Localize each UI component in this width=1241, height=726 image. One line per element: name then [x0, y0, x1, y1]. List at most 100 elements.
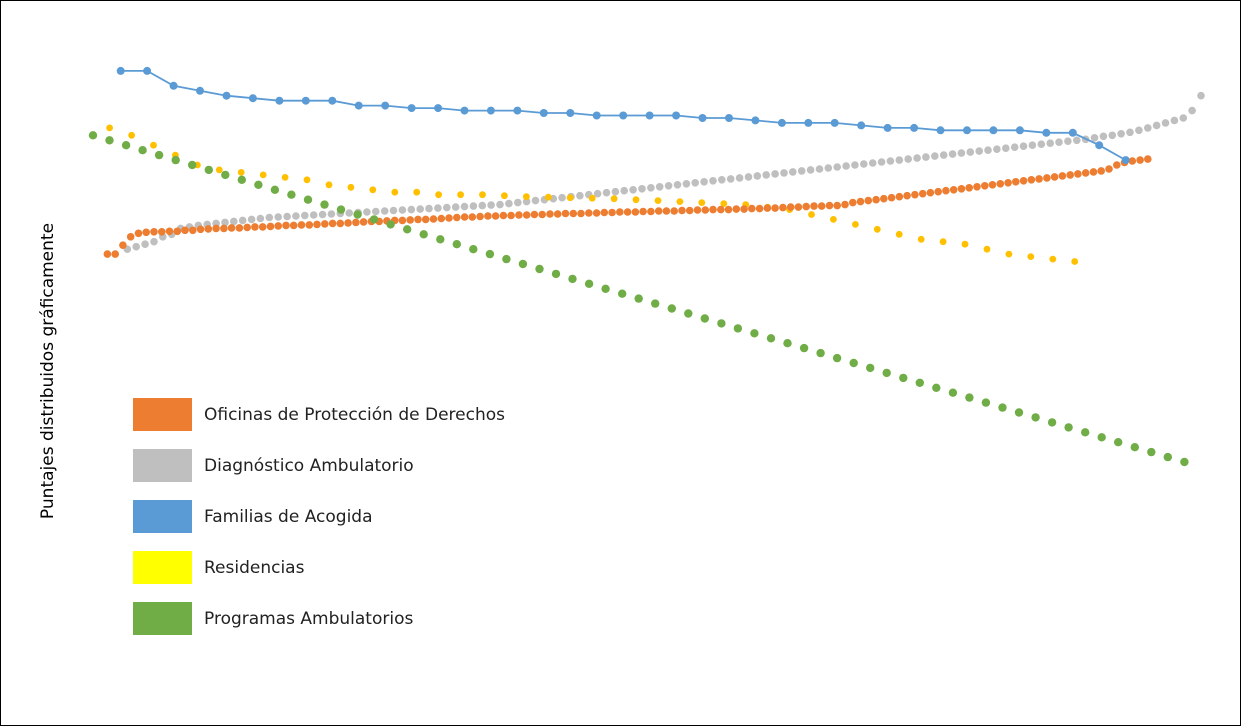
data-point-oficinas: [709, 205, 717, 214]
data-point-programas: [336, 205, 346, 214]
data-point-programas: [485, 249, 495, 259]
data-point-residencias: [808, 211, 815, 218]
data-point-programas: [1097, 433, 1106, 442]
data-point-programas: [1014, 408, 1024, 417]
legend-item-diagnostico: Diagnóstico Ambulatorio: [133, 440, 505, 491]
legend-label-familias: Familias de Acogida: [204, 506, 373, 527]
data-point-diagnostico: [292, 212, 300, 220]
data-point-oficinas: [421, 215, 430, 224]
data-point-oficinas: [227, 224, 236, 232]
data-point-familias: [1068, 128, 1077, 137]
data-point-oficinas: [398, 216, 407, 225]
data-point-diagnostico: [762, 171, 770, 179]
data-point-diagnostico: [700, 178, 708, 186]
data-point-oficinas: [414, 215, 422, 224]
data-point-familias: [460, 106, 469, 115]
data-point-diagnostico: [1019, 142, 1028, 150]
data-point-oficinas: [1004, 179, 1012, 187]
data-point-diagnostico: [1002, 144, 1010, 152]
data-point-diagnostico: [718, 176, 726, 184]
data-point-diagnostico: [1055, 138, 1063, 146]
legend: Oficinas de Protección de Derechos Diagn…: [133, 389, 505, 644]
data-point-familias: [434, 104, 443, 113]
data-point-residencias: [544, 193, 552, 201]
data-point-diagnostico: [620, 186, 628, 195]
data-point-oficinas: [872, 195, 880, 204]
data-point-diagnostico: [744, 173, 753, 181]
data-point-diagnostico: [709, 177, 717, 185]
data-point-residencias: [939, 238, 947, 246]
data-point-programas: [1114, 438, 1123, 447]
data-point-diagnostico: [1090, 134, 1099, 142]
data-point-diagnostico: [132, 242, 140, 251]
data-point-familias: [1095, 141, 1104, 150]
legend-swatch-diagnostico: [133, 449, 192, 482]
data-point-programas: [303, 195, 313, 204]
data-point-diagnostico: [753, 172, 762, 180]
data-point-programas: [502, 254, 511, 264]
data-point-programas: [171, 155, 180, 165]
data-point-residencias: [852, 221, 859, 228]
data-point-diagnostico: [904, 155, 912, 163]
data-point-residencias: [128, 131, 135, 139]
data-point-oficinas: [196, 225, 205, 234]
data-point-oficinas: [468, 213, 477, 221]
data-point-oficinas: [546, 210, 554, 218]
legend-item-familias: Familias de Acogida: [133, 491, 505, 542]
data-point-oficinas: [1035, 175, 1043, 183]
data-point-familias: [116, 66, 125, 75]
data-point-oficinas: [235, 224, 244, 232]
data-point-oficinas: [561, 209, 570, 218]
data-point-oficinas: [585, 209, 593, 217]
data-point-oficinas: [289, 221, 298, 230]
data-point-diagnostico: [629, 186, 637, 194]
data-point-diagnostico: [931, 152, 939, 160]
data-point-oficinas: [305, 221, 314, 229]
data-point-familias: [196, 86, 204, 95]
data-point-diagnostico: [780, 169, 788, 177]
data-point-diagnostico: [425, 204, 433, 213]
data-point-familias: [1042, 128, 1051, 137]
data-point-residencias: [698, 199, 706, 207]
data-point-programas: [386, 220, 395, 229]
data-point-oficinas: [126, 233, 135, 241]
legend-item-programas: Programas Ambulatorios: [133, 593, 505, 644]
data-point-programas: [882, 368, 891, 378]
series-programas: [88, 131, 1189, 467]
data-point-familias: [804, 118, 813, 127]
data-point-familias: [672, 111, 681, 120]
data-point-programas: [1163, 452, 1173, 462]
data-point-oficinas: [1027, 176, 1036, 184]
legend-swatch-oficinas: [133, 398, 192, 431]
data-point-familias: [566, 109, 575, 117]
data-point-residencias: [281, 174, 289, 181]
data-point-residencias: [150, 141, 157, 149]
data-point-oficinas: [266, 222, 275, 231]
data-point-programas: [899, 373, 908, 383]
data-point-oficinas: [491, 212, 500, 220]
data-point-diagnostico: [673, 181, 682, 189]
data-point-diagnostico: [230, 217, 238, 226]
data-point-oficinas: [476, 212, 484, 221]
data-point-oficinas: [880, 194, 888, 203]
data-point-programas: [154, 150, 164, 160]
data-point-familias: [248, 94, 257, 103]
data-point-programas: [237, 175, 246, 184]
data-point-programas: [221, 170, 230, 180]
data-point-programas: [700, 314, 709, 323]
data-point-residencias: [259, 171, 267, 179]
data-point-oficinas: [134, 229, 143, 238]
data-point-programas: [452, 240, 461, 249]
data-point-diagnostico: [815, 165, 824, 173]
data-point-diagnostico: [913, 154, 921, 162]
data-point-programas: [270, 185, 280, 194]
data-point-diagnostico: [496, 200, 504, 209]
data-point-diagnostico: [789, 168, 797, 176]
data-point-residencias: [983, 245, 991, 253]
data-point-familias: [354, 101, 363, 110]
data-point-oficinas: [949, 186, 958, 194]
data-point-programas: [1081, 428, 1090, 437]
data-point-oficinas: [189, 226, 197, 235]
data-point-programas: [518, 259, 528, 269]
